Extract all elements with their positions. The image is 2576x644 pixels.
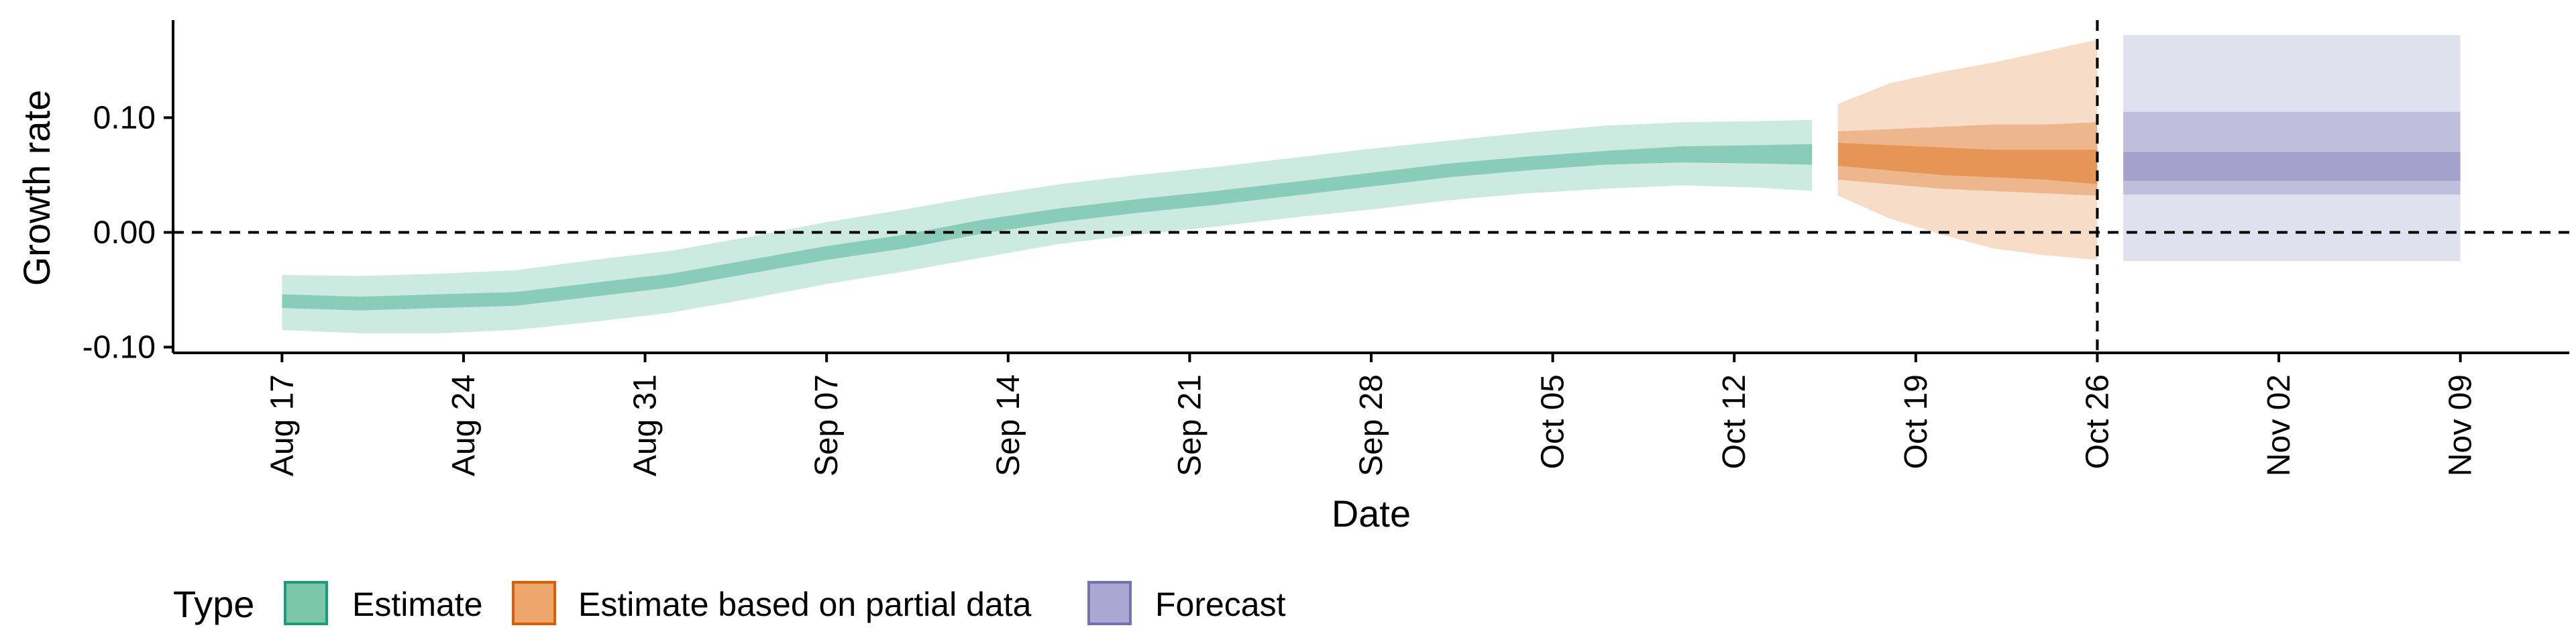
y-tick-label: 0.10 <box>93 100 156 136</box>
x-tick-label: Sep 07 <box>809 374 845 476</box>
estimate-ci-20-band <box>282 144 1813 311</box>
y-axis-title: Growth rate <box>15 90 58 286</box>
x-tick-label: Sep 21 <box>1172 374 1208 476</box>
confidence-bands <box>282 35 2461 333</box>
x-tick-label: Sep 28 <box>1354 374 1389 476</box>
x-tick-label: Sep 14 <box>991 374 1026 476</box>
legend: Type Estimate Estimate based on partial … <box>173 581 1286 625</box>
x-tick-label: Nov 09 <box>2443 374 2479 476</box>
y-ticks: -0.10 0.00 0.10 <box>83 100 173 365</box>
forecast-ci-20-band <box>2123 152 2461 181</box>
x-tick-label: Oct 26 <box>2080 374 2115 469</box>
x-axis-title: Date <box>1332 492 1411 535</box>
x-tick-label: Aug 17 <box>264 374 300 476</box>
legend-label-partial: Estimate based on partial data <box>578 586 1032 623</box>
legend-swatch-partial <box>512 581 556 625</box>
x-tick-label: Oct 19 <box>1898 374 1934 469</box>
x-tick-label: Nov 02 <box>2261 374 2297 476</box>
estimate-based-on-partial-data-ci-50-band <box>1837 122 2098 196</box>
forecast-ci-50-band <box>2123 111 2461 195</box>
legend-swatch-estimate <box>284 581 328 625</box>
y-tick-label: 0.00 <box>93 215 156 250</box>
x-tick-label: Oct 12 <box>1717 374 1752 469</box>
estimate-ci-90-band <box>282 119 1813 333</box>
legend-swatch-forecast <box>1087 581 1132 625</box>
estimate-based-on-partial-data-ci-90-band <box>1837 40 2098 260</box>
legend-label-forecast: Forecast <box>1155 586 1286 623</box>
legend-title: Type <box>173 583 254 625</box>
forecast-ci-90-band <box>2123 35 2461 262</box>
x-tick-label: Oct 05 <box>1536 374 1571 469</box>
y-tick-label: -0.10 <box>83 329 156 365</box>
x-tick-label: Aug 24 <box>446 374 482 476</box>
reference-lines <box>173 20 2569 353</box>
legend-label-estimate: Estimate <box>352 586 483 623</box>
x-ticks: Aug 17 Aug 24 Aug 31 Sep 07 Sep 14 Sep 21 Sep … <box>264 353 2479 476</box>
x-tick-label: Aug 31 <box>628 374 663 476</box>
estimate-based-on-partial-data-ci-20-band <box>1837 143 2098 184</box>
